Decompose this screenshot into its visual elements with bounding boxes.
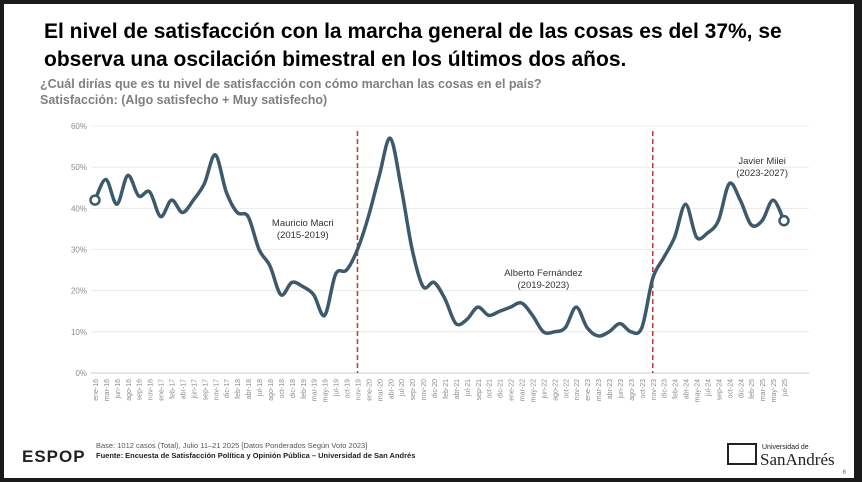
x-tick-label: dic-21: [498, 379, 505, 398]
x-tick-label: ene-23: [585, 379, 592, 401]
x-tick-label: dic-24: [738, 379, 745, 398]
footer-source: Fuente: Encuesta de Satisfacción Polític…: [96, 451, 415, 460]
x-tick-label: abr-17: [180, 379, 187, 399]
x-tick-label: sep-24: [716, 379, 723, 401]
x-tick-label: feb-21: [443, 379, 450, 399]
period-label: Javier Milei: [738, 156, 786, 167]
x-tick-label: nov-22: [574, 379, 581, 401]
x-tick-label: ago-18: [268, 379, 275, 401]
x-tick-label: jun-16: [115, 379, 122, 400]
subtitle-line: ¿Cuál dirías que es tu nivel de satisfac…: [40, 77, 542, 91]
x-tick-label: abr-20: [388, 379, 395, 399]
period-label: Mauricio Macri: [272, 218, 334, 229]
period-label: (2019-2023): [518, 280, 570, 291]
x-tick-label: mar-16: [104, 379, 111, 401]
x-tick-label: feb-19: [301, 379, 308, 399]
x-tick-label: may-24: [695, 379, 702, 402]
x-tick-label: nov-17: [213, 379, 220, 401]
x-tick-label: sep-16: [137, 379, 144, 401]
x-tick-label: ago-16: [126, 379, 133, 401]
title-line: El nivel de satisfacción con la marcha g…: [44, 20, 782, 43]
x-tick-label: nov-20: [421, 379, 428, 401]
x-tick-label: ago-23: [629, 379, 636, 401]
x-tick-label: oct-21: [487, 379, 494, 399]
x-tick-label: jun-23: [618, 379, 625, 400]
x-tick-label: feb-17: [170, 379, 177, 399]
period-label: Alberto Fernández: [504, 268, 582, 279]
y-tick-label: 20%: [71, 287, 87, 296]
x-tick-label: oct-22: [563, 379, 570, 399]
x-tick-label: jul-19: [334, 379, 341, 397]
x-tick-label: dic-23: [662, 379, 669, 398]
y-tick-label: 10%: [71, 328, 87, 337]
x-tick-label: dic-20: [432, 379, 439, 398]
x-tick-label: oct-23: [640, 379, 647, 399]
x-tick-label: feb-18: [235, 379, 242, 399]
x-tick-label: abr-18: [246, 379, 253, 399]
x-tick-label: ago-22: [552, 379, 559, 401]
x-tick-label: oct-24: [727, 379, 734, 399]
x-tick-label: dic-18: [290, 379, 297, 398]
x-tick-label: mar-20: [377, 379, 384, 401]
x-tick-label: oct-19: [345, 379, 352, 399]
end-marker: [778, 214, 790, 227]
y-tick-label: 60%: [71, 122, 87, 131]
x-tick-label: dic-17: [224, 379, 231, 398]
x-tick-label: sep-20: [410, 379, 417, 401]
x-tick-label: sep-21: [476, 379, 483, 401]
x-tick-label: abr-24: [684, 379, 691, 399]
logo-usa-small: Universidad de: [762, 444, 809, 451]
x-tick-label: mar-19: [312, 379, 319, 401]
page-number: 6: [843, 470, 847, 476]
end-marker: [89, 194, 101, 206]
x-tick-label: jun-17: [191, 379, 198, 400]
y-tick-label: 0%: [75, 369, 87, 378]
x-tick-label: jul-20: [399, 379, 406, 397]
x-tick-label: may-22: [530, 379, 537, 402]
x-tick-label: ene-20: [366, 379, 373, 401]
x-tick-label: feb-25: [749, 379, 756, 399]
title-line: observa una oscilación bimestral en los …: [44, 48, 626, 71]
period-label: (2023-2027): [736, 168, 788, 179]
x-tick-label: ene-22: [509, 379, 516, 401]
x-tick-label: nov-19: [355, 379, 362, 401]
x-tick-label: jul-21: [465, 379, 472, 397]
slide: El nivel de satisfacción con la marcha g…: [4, 4, 854, 478]
x-tick-label: mar-23: [596, 379, 603, 401]
x-tick-label: may-19: [323, 379, 330, 402]
y-tick-label: 50%: [71, 163, 87, 172]
x-tick-label: mar-22: [520, 379, 527, 401]
x-tick-label: nov-23: [651, 379, 658, 401]
x-tick-label: oct-18: [279, 379, 286, 399]
logo-espop: ESPOP: [22, 447, 86, 466]
x-tick-label: nov-16: [148, 379, 155, 401]
x-tick-label: jul-24: [705, 379, 712, 397]
x-tick-label: abr-23: [607, 379, 614, 399]
x-tick-label: feb-24: [673, 379, 680, 399]
series-line: [93, 136, 786, 338]
x-tick-label: ene-16: [93, 379, 100, 401]
x-tick-label: jun-22: [541, 379, 548, 400]
subtitle-line: Satisfacción: (Algo satisfecho + Muy sat…: [40, 93, 327, 107]
x-tick-label: jul-25: [782, 379, 789, 397]
period-label: (2015-2019): [277, 230, 329, 241]
y-tick-label: 30%: [71, 246, 87, 255]
x-tick-label: may-25: [771, 379, 778, 402]
x-tick-label: jul-18: [257, 379, 264, 397]
x-tick-label: sep-17: [202, 379, 209, 401]
chart: El nivel de satisfacción con la marcha g…: [22, 20, 847, 476]
logo-crest: [727, 443, 757, 465]
x-tick-label: abr-21: [454, 379, 461, 399]
x-tick-label: mar-25: [760, 379, 767, 401]
x-tick-label: ene-17: [159, 379, 166, 401]
y-tick-label: 40%: [71, 204, 87, 213]
footer-base: Base: 1012 casos (Total), Julio 11–21 20…: [96, 441, 367, 450]
logo-usa: SanAndrés: [760, 450, 835, 469]
